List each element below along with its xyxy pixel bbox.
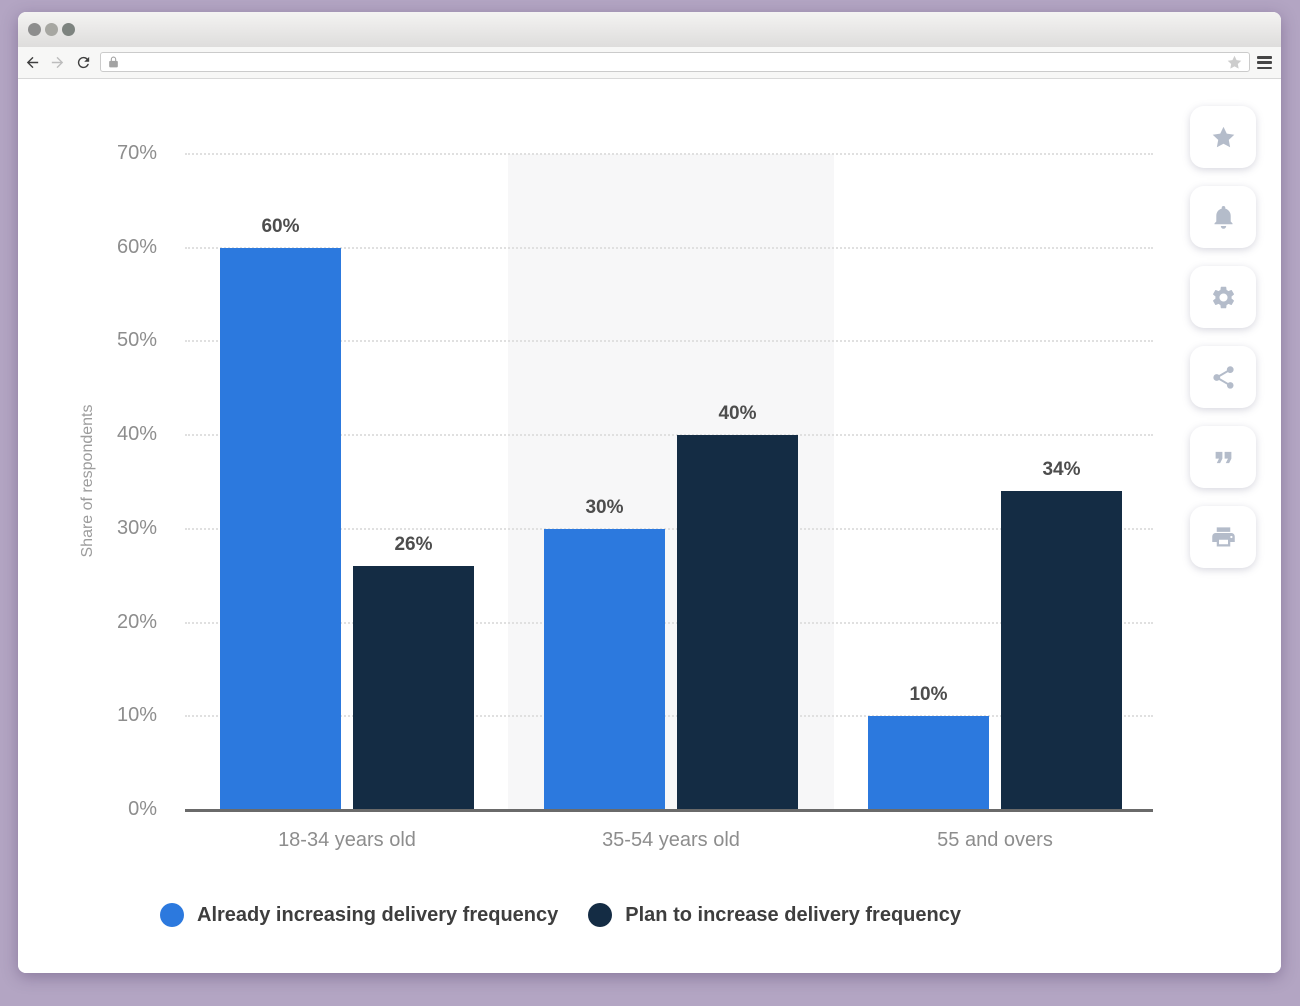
browser-titlebar [18, 12, 1281, 48]
quote-icon [1215, 451, 1231, 463]
bar [353, 566, 474, 810]
address-bar[interactable] [100, 52, 1250, 72]
bar [544, 528, 665, 810]
y-tick-label: 10% [116, 704, 157, 727]
y-tick-label: 50% [116, 329, 157, 352]
notifications-button[interactable] [1190, 186, 1256, 248]
bookmark-star-icon[interactable] [1226, 54, 1243, 71]
x-category-label: 18-34 years old [278, 829, 416, 851]
chart-legend: Already increasing delivery frequency Pla… [160, 903, 961, 927]
favorite-button[interactable] [1190, 106, 1256, 168]
gear-icon [1212, 286, 1234, 308]
bar-chart: Share of respondents 0% 10% 20% 30% 40% 50% 60… [18, 79, 1281, 973]
padlock-icon [107, 56, 120, 69]
legend-dot [588, 903, 613, 927]
forward-arrow-icon[interactable] [49, 54, 66, 71]
hamburger-menu-icon[interactable] [1257, 56, 1272, 69]
settings-button[interactable] [1190, 266, 1256, 328]
share-icon [1212, 365, 1234, 389]
y-tick-label: 60% [116, 235, 157, 258]
bar-value-label: 40% [718, 403, 757, 425]
x-axis-line [185, 809, 1153, 812]
bar-value-label: 10% [909, 684, 948, 706]
gridline [185, 621, 1153, 624]
gridline [185, 246, 1153, 249]
bar [220, 247, 341, 810]
legend-item[interactable]: Already increasing delivery frequency [160, 903, 558, 927]
star-icon [1212, 126, 1234, 147]
gridline [185, 527, 1153, 530]
y-tick-label: 30% [116, 516, 157, 539]
browser-window: Share of respondents 0% 10% 20% 30% 40% 50% 60… [18, 12, 1281, 973]
y-tick-label: 70% [116, 142, 157, 164]
gridline [185, 340, 1153, 343]
window-control-dot[interactable] [62, 23, 75, 36]
print-button[interactable] [1190, 506, 1256, 568]
bar [1001, 491, 1122, 810]
share-button[interactable] [1190, 346, 1256, 408]
y-tick-label: 20% [116, 610, 157, 633]
x-category-label: 35-54 years old [602, 829, 740, 851]
bar-value-label: 60% [261, 215, 300, 237]
gridline [185, 715, 1153, 718]
y-tick-label: 40% [116, 423, 157, 446]
legend-label: Already increasing delivery frequency [197, 903, 559, 926]
back-arrow-icon[interactable] [24, 54, 41, 71]
x-category-label: 55 and overs [937, 829, 1053, 851]
bar-value-label: 34% [1042, 459, 1081, 481]
bar [677, 435, 798, 810]
printer-icon [1211, 526, 1235, 546]
bar-value-label: 30% [585, 496, 624, 518]
gridline [185, 153, 1153, 155]
browser-toolbar [18, 47, 1281, 79]
window-control-dot[interactable] [45, 23, 58, 36]
legend-label: Plan to increase delivery frequency [625, 903, 961, 926]
legend-item[interactable]: Plan to increase delivery frequency [588, 903, 961, 927]
refresh-icon[interactable] [75, 54, 92, 71]
gridline [185, 434, 1153, 437]
y-tick-label: 0% [128, 798, 157, 820]
window-control-dot[interactable] [28, 23, 41, 36]
cite-button[interactable] [1190, 426, 1256, 488]
legend-dot [160, 903, 184, 927]
bar [868, 716, 989, 810]
bell-icon [1214, 205, 1232, 229]
page-content: Share of respondents 0% 10% 20% 30% 40% 50% 60… [18, 79, 1281, 973]
bar-value-label: 26% [394, 534, 433, 556]
